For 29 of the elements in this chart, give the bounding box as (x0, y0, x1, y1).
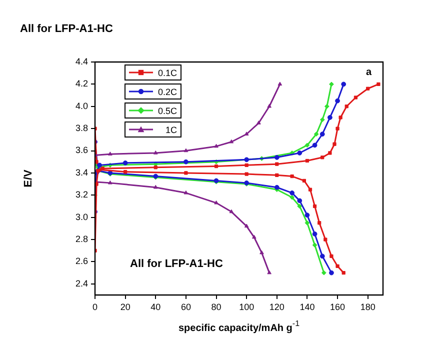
x-tick-label: 40 (150, 302, 161, 312)
x-tick-label: 100 (239, 302, 254, 312)
y-tick-label: 2.4 (75, 278, 88, 288)
x-tick-label: 60 (180, 302, 191, 312)
y-tick-label: 3.4 (75, 167, 88, 178)
y-axis-title: E/V (22, 168, 35, 188)
x-tick-label: 180 (360, 302, 376, 312)
y-tick-label: 4.0 (75, 100, 88, 111)
chart-title: All for LFP-A1-HC (20, 23, 113, 35)
annotation: All for LFP-A1-HC (130, 258, 223, 270)
x-tick-label: 140 (300, 302, 315, 312)
y-tick-label: 3.2 (75, 190, 88, 200)
x-tick-label: 120 (269, 302, 284, 312)
x-tick-label: 20 (120, 302, 130, 312)
legend-label: 1C (165, 125, 178, 135)
y-tick-label: 3.8 (75, 123, 88, 134)
y-tick-label: 4.2 (75, 78, 88, 89)
y-tick-label: 3.6 (75, 145, 88, 156)
annotation: a (366, 67, 372, 78)
x-tick-label: 80 (211, 302, 222, 312)
legend-label: 0.1C (158, 68, 178, 78)
y-tick-label: 4.4 (75, 56, 88, 66)
y-tick-label: 2.8 (75, 234, 88, 244)
legend-label: 0.2C (158, 87, 178, 97)
x-tick-label: 160 (330, 302, 346, 312)
y-tick-label: 2.6 (75, 256, 88, 266)
legend-label: 0.5C (158, 106, 178, 116)
x-tick-label: 0 (92, 302, 98, 312)
y-tick-label: 3.0 (75, 212, 88, 222)
